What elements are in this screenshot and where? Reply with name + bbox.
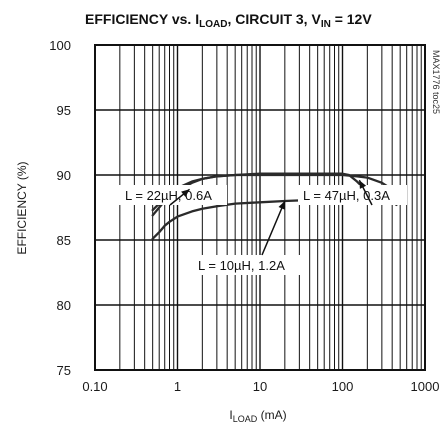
annotation-arrowhead: [359, 180, 367, 189]
y-tick-label: 80: [57, 298, 71, 313]
y-tick-label: 95: [57, 103, 71, 118]
y-tick-label: 85: [57, 233, 71, 248]
annotation-label: L = 10µH, 1.2A: [198, 258, 285, 273]
x-axis-label: ILOAD (mA): [229, 408, 286, 424]
x-tick-label: 1000: [411, 379, 440, 394]
annotations: L = 22µH, 0.6A L = 47µH, 0.3A L = 10µH, 1.…: [119, 179, 407, 275]
title-main: EFFICIENCY vs. I: [85, 11, 199, 27]
grid: [95, 45, 425, 370]
annotation-label: L = 47µH, 0.3A: [303, 188, 390, 203]
y-tick-label: 75: [57, 363, 71, 378]
annotation-box: [298, 185, 407, 205]
chart-title: EFFICIENCY vs. ILOAD, CIRCUIT 3, VIN = 1…: [85, 11, 372, 30]
annotation-box: [119, 185, 227, 205]
x-tick-label: 1: [174, 379, 181, 394]
x-tick-label: 100: [332, 379, 354, 394]
annotation-arrow: [261, 200, 286, 256]
y-tick-label: 90: [57, 168, 71, 183]
annotation-arrowhead: [181, 189, 190, 197]
annotation-label: L = 22µH, 0.6A: [125, 188, 212, 203]
tick-labels: 0.10 1 10 100 1000 75 80 85 90 95 100: [49, 38, 439, 394]
title-mid: , CIRCUIT 3, V: [227, 11, 321, 27]
x-tick-label: 10: [253, 379, 267, 394]
title-mid-subscript: IN: [321, 19, 331, 30]
title-main-subscript: LOAD: [199, 19, 227, 30]
plot-frame: [94, 44, 426, 371]
x-tick-label: 0.10: [82, 379, 107, 394]
y-axis-label: EFFICIENCY (%): [15, 161, 29, 254]
annotation-box: [192, 255, 300, 275]
title-end: = 12V: [331, 11, 373, 27]
y-tick-label: 100: [49, 38, 71, 53]
x-axis-label-main: I: [229, 408, 232, 422]
x-axis-label-unit: (mA): [257, 408, 286, 422]
figure-code: MAX1776 toc25: [431, 50, 440, 114]
x-axis-label-subscript: LOAD: [233, 414, 258, 424]
annotation-arrowhead: [278, 201, 285, 210]
